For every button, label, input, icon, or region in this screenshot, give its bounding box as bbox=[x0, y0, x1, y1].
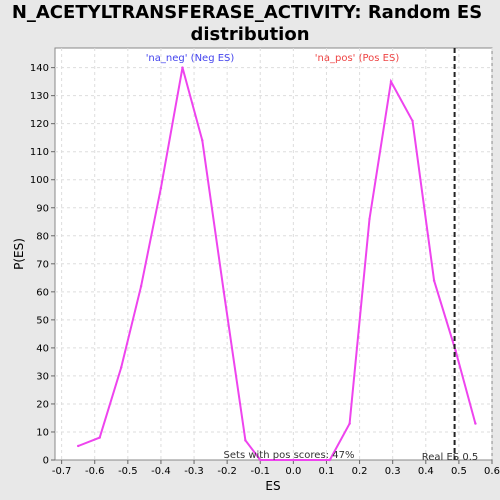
grid bbox=[55, 48, 493, 460]
chart-title-line1: N_ACETYLTRANSFERASE_ACTIVITY: Random ES bbox=[12, 2, 482, 23]
pos-es-label: 'na_pos' (Pos ES) bbox=[315, 53, 400, 64]
y-tick-label: 10 bbox=[36, 427, 49, 438]
y-tick-label: 20 bbox=[36, 399, 49, 410]
x-tick-label: 0.1 bbox=[319, 466, 335, 477]
y-tick-label: 120 bbox=[30, 119, 49, 130]
y-tick-label: 40 bbox=[36, 343, 49, 354]
sets-pos-label: Sets with pos scores: 47% bbox=[224, 450, 355, 461]
data-point bbox=[474, 422, 477, 425]
data-point bbox=[120, 366, 123, 369]
y-tick-label: 30 bbox=[36, 371, 49, 382]
x-tick-label: 0.4 bbox=[418, 466, 434, 477]
x-tick-label: 0.6 bbox=[484, 466, 500, 477]
data-point bbox=[328, 458, 331, 462]
data-point bbox=[259, 458, 262, 462]
x-tick-label: -0.4 bbox=[151, 466, 171, 477]
x-tick-label: -0.6 bbox=[85, 466, 105, 477]
data-point bbox=[139, 285, 143, 288]
y-tick-label: 100 bbox=[30, 175, 49, 186]
data-point bbox=[244, 439, 247, 442]
y-tick-label: 60 bbox=[36, 287, 49, 298]
chart-title-line2: distribution bbox=[190, 24, 309, 45]
data-point bbox=[76, 444, 80, 448]
data-point bbox=[368, 217, 371, 221]
x-tick-label: 0.3 bbox=[385, 466, 401, 477]
y-axis: 0 10 20 30 40 50 60 70 80 90 100 110 120 130 140 bbox=[30, 63, 55, 467]
x-tick-label: -0.1 bbox=[250, 466, 270, 477]
data-point bbox=[432, 279, 436, 282]
x-tick-label: 0.0 bbox=[285, 466, 301, 477]
x-tick-label: 0.5 bbox=[451, 466, 467, 477]
annotations: 'na_neg' (Neg ES) 'na_pos' (Pos ES) Sets w… bbox=[146, 48, 478, 463]
y-axis-label: P(ES) bbox=[12, 238, 26, 270]
data-point bbox=[159, 186, 163, 190]
y-tick-label: 80 bbox=[36, 231, 49, 242]
y-tick-label: 130 bbox=[30, 91, 49, 102]
x-tick-label: -0.5 bbox=[118, 466, 138, 477]
y-tick-label: 50 bbox=[36, 315, 49, 326]
x-tick-label: -0.3 bbox=[184, 466, 204, 477]
x-axis: -0.7 -0.6 -0.5 -0.4 -0.3 -0.2 -0.1 0.0 0.1 0.2 0.3… bbox=[52, 460, 500, 477]
plot-area bbox=[54, 47, 493, 461]
data-point bbox=[411, 119, 414, 123]
x-axis-label: ES bbox=[265, 479, 280, 493]
y-tick-label: 70 bbox=[36, 259, 49, 270]
data-point bbox=[181, 66, 184, 69]
neg-es-label: 'na_neg' (Neg ES) bbox=[146, 53, 235, 64]
data-point bbox=[292, 458, 295, 462]
real-es-label: Real ES 0.5 bbox=[422, 452, 478, 463]
x-tick-label: -0.2 bbox=[217, 466, 237, 477]
series-layer bbox=[76, 66, 477, 462]
data-point bbox=[389, 80, 393, 83]
x-tick-label: 0.2 bbox=[352, 466, 368, 477]
data-point bbox=[201, 139, 204, 142]
data-point bbox=[98, 436, 101, 439]
y-tick-label: 140 bbox=[30, 63, 49, 74]
y-tick-label: 0 bbox=[43, 456, 49, 467]
data-point bbox=[454, 349, 457, 352]
y-tick-label: 110 bbox=[30, 147, 49, 158]
data-point bbox=[348, 422, 351, 425]
y-tick-label: 90 bbox=[36, 203, 49, 214]
x-tick-label: -0.7 bbox=[52, 466, 72, 477]
data-point bbox=[222, 290, 226, 294]
